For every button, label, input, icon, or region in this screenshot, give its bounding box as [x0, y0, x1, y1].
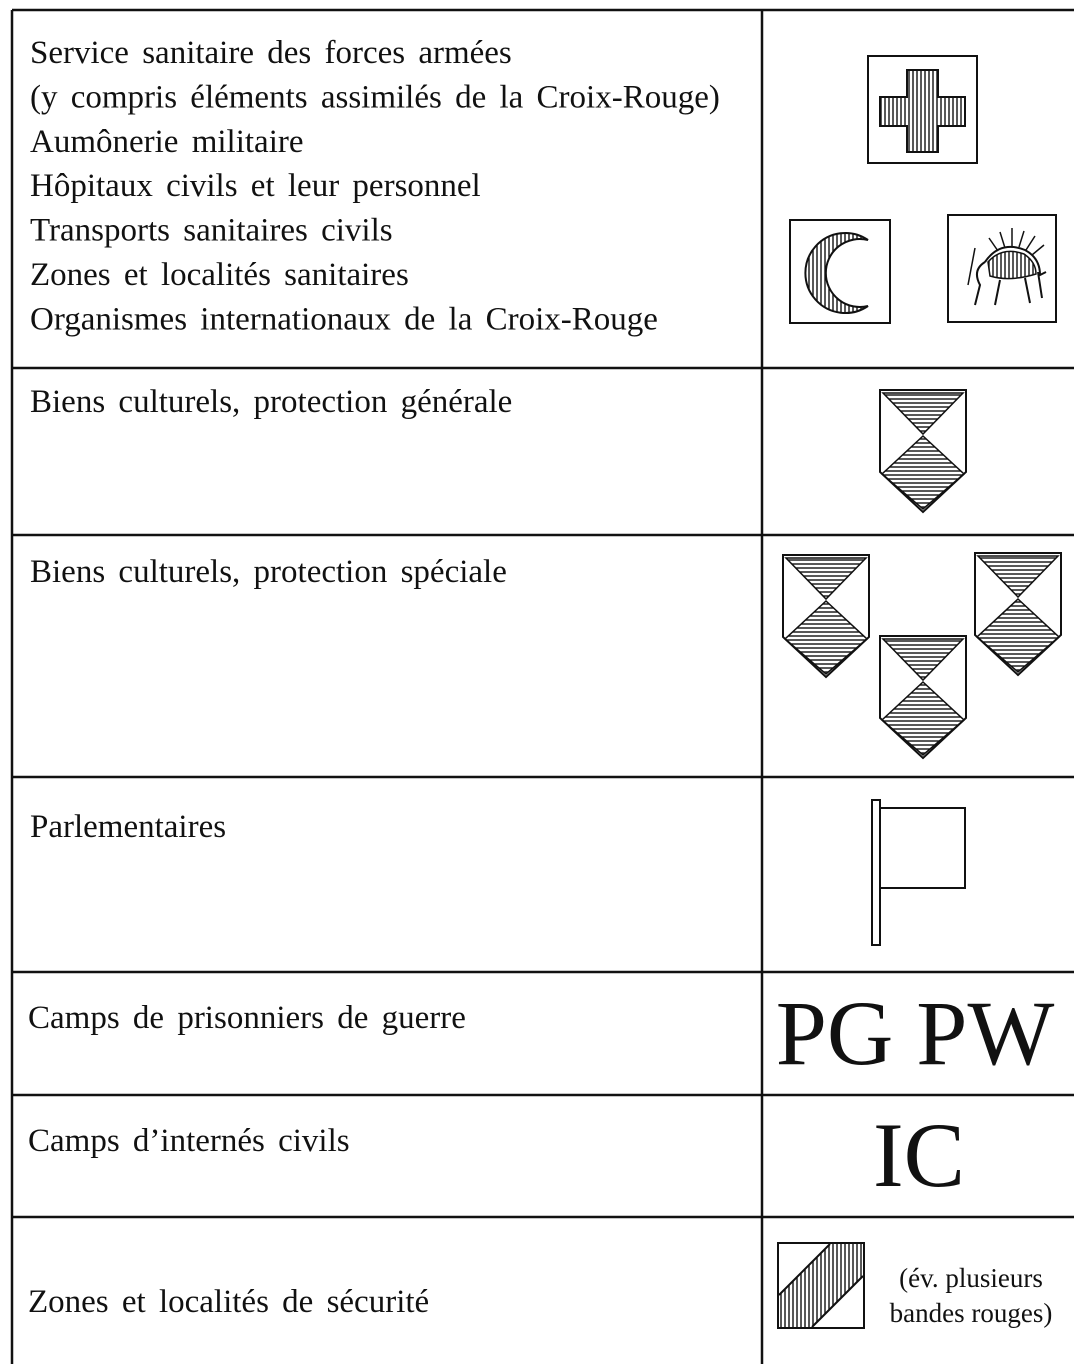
row-label: Biens culturels, protection générale: [30, 384, 512, 420]
sign-letters: PG PW: [776, 982, 1055, 1084]
sign-note: bandes rouges): [890, 1298, 1053, 1328]
cultural-property-shield: [974, 552, 1062, 676]
red-lion-and-sun: [947, 214, 1057, 323]
row-label: Camps de prisonniers de guerre: [28, 1000, 466, 1036]
row-label: Zones et localités sanitaires: [30, 257, 409, 293]
sign-letters: IC: [873, 1104, 965, 1206]
red-cross: [867, 55, 978, 164]
row-label: Aumônerie militaire: [30, 124, 304, 160]
safety-zone-sign: [777, 1242, 865, 1329]
row-label: Service sanitaire des forces armées: [30, 35, 512, 71]
white-flag: [871, 799, 966, 946]
row-label: Parlementaires: [30, 809, 226, 845]
cultural-property-shield: [782, 554, 870, 678]
red-crescent: [789, 219, 891, 324]
row-label: Transports sanitaires civils: [30, 213, 393, 249]
row-label: Zones et localités de sécurité: [28, 1284, 429, 1320]
row-label: Biens culturels, protection spéciale: [30, 554, 507, 590]
cultural-property-shield: [879, 389, 967, 513]
row-label: (y compris éléments assimilés de la Croi…: [30, 79, 720, 115]
sign-note: (év. plusieurs: [899, 1263, 1043, 1293]
table-rules: [10, 8, 1074, 1364]
row-label: Hôpitaux civils et leur personnel: [30, 168, 481, 204]
row-label: Camps d’internés civils: [28, 1123, 350, 1159]
row-label: Organismes internationaux de la Croix-Ro…: [30, 301, 658, 337]
cultural-property-shield: [879, 635, 967, 759]
